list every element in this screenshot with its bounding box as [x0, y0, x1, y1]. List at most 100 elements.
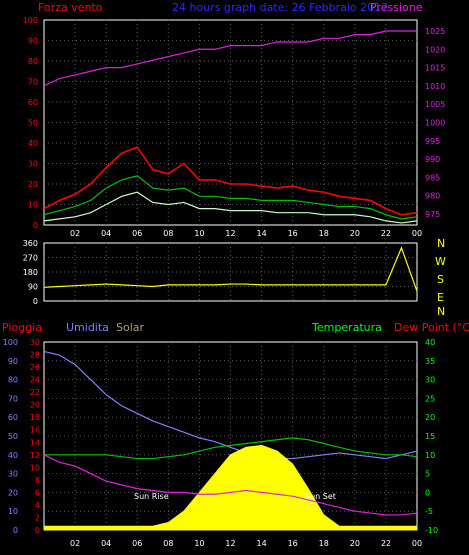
- humidity-legend: Umidita: [66, 321, 109, 334]
- x-tick-bottom: 22: [381, 539, 391, 548]
- wind-speed-axis-title: Forza vento: [38, 1, 103, 14]
- series-forza-vento: [43, 146, 418, 216]
- x-tick-bottom: 20: [350, 539, 360, 548]
- wind-speed-tick: 60: [28, 98, 38, 107]
- x-tick-top: 00: [412, 229, 422, 238]
- rain-axis-title: Pioggia: [2, 321, 42, 334]
- rain-tick: 22: [30, 388, 40, 397]
- x-tick-top: 10: [194, 229, 204, 238]
- pressure-axis-title: Pressione: [370, 1, 423, 14]
- rain-tick: 30: [30, 338, 40, 347]
- humidity-tick: 40: [8, 451, 18, 460]
- compass-n-bottom: N: [437, 305, 445, 318]
- x-tick-bottom: 00: [412, 539, 422, 548]
- x-tick-bottom: 02: [70, 539, 80, 548]
- dewpoint-legend: Dew Point (°C): [394, 321, 469, 334]
- humidity-tick: 10: [8, 507, 18, 516]
- x-tick-top: 18: [319, 229, 329, 238]
- rain-tick: 6: [35, 488, 40, 497]
- temperature-tick: -5: [425, 507, 433, 516]
- direction-tick: 180: [23, 268, 38, 277]
- chart-title: 24 hours graph date: 26 Febbraio 2017: [172, 1, 388, 14]
- direction-tick: 270: [23, 254, 38, 263]
- temperature-tick: 0: [425, 488, 430, 497]
- temperature-tick: 15: [425, 432, 435, 441]
- compass-w: W: [435, 255, 446, 268]
- humidity-tick: 70: [8, 394, 18, 403]
- direction-tick: 0: [33, 297, 38, 306]
- temperature-tick: 25: [425, 394, 435, 403]
- rain-tick: 4: [35, 501, 40, 510]
- x-tick-top: 12: [225, 229, 235, 238]
- pressure-tick: 990: [425, 155, 440, 164]
- rain-tick: 10: [30, 463, 40, 472]
- rain-tick: 16: [30, 426, 40, 435]
- compass-e: E: [437, 291, 444, 304]
- wind-speed-tick: 40: [28, 139, 38, 148]
- compass-n-top: N: [437, 237, 445, 250]
- rain-tick: 14: [30, 438, 40, 447]
- pressure-tick: 975: [425, 210, 440, 219]
- humidity-tick: 20: [8, 488, 18, 497]
- x-tick-top: 08: [163, 229, 173, 238]
- series-gust-avg: [43, 175, 418, 220]
- temperature-tick: 35: [425, 357, 435, 366]
- series-wind-avg: [43, 191, 418, 224]
- wind-speed-tick: 70: [28, 78, 38, 87]
- x-tick-top: 02: [70, 229, 80, 238]
- x-tick-top: 16: [288, 229, 298, 238]
- series-umidita: [43, 350, 418, 460]
- x-tick-top: 22: [381, 229, 391, 238]
- temperature-tick: 10: [425, 451, 435, 460]
- x-tick-bottom: 06: [132, 539, 142, 548]
- pressure-tick: 1020: [425, 45, 445, 54]
- rain-tick: 12: [30, 451, 40, 460]
- rain-tick: 8: [35, 476, 40, 485]
- x-tick-top: 04: [101, 229, 111, 238]
- solar-legend: Solar: [116, 321, 145, 334]
- wind-speed-tick: 20: [28, 180, 38, 189]
- humidity-tick: 100: [3, 338, 18, 347]
- pressure-tick: 985: [425, 173, 440, 182]
- rain-tick: 28: [30, 351, 40, 360]
- rain-tick: 26: [30, 363, 40, 372]
- temperature-tick: 5: [425, 470, 430, 479]
- x-tick-bottom: 10: [194, 539, 204, 548]
- pressure-tick: 995: [425, 137, 440, 146]
- rain-tick: 24: [30, 376, 40, 385]
- pressure-tick: 980: [425, 192, 440, 201]
- direction-tick: 360: [23, 239, 38, 248]
- wind-speed-tick: 30: [28, 160, 38, 169]
- pressure-tick: 1005: [425, 100, 445, 109]
- compass-s: S: [437, 273, 444, 286]
- x-tick-bottom: 12: [225, 539, 235, 548]
- humidity-tick: 90: [8, 357, 18, 366]
- rain-tick: 18: [30, 413, 40, 422]
- wind-speed-tick: 50: [28, 119, 38, 128]
- humidity-tick: 30: [8, 470, 18, 479]
- humidity-tick: 60: [8, 413, 18, 422]
- wind-speed-tick: 10: [28, 201, 38, 210]
- series-solar: [43, 444, 418, 531]
- x-tick-bottom: 08: [163, 539, 173, 548]
- temperature-tick: 30: [425, 376, 435, 385]
- wind-speed-tick: 80: [28, 57, 38, 66]
- x-tick-bottom: 16: [288, 539, 298, 548]
- panel1-frame: [43, 19, 418, 226]
- humidity-tick: 80: [8, 376, 18, 385]
- pressure-tick: 1015: [425, 64, 445, 73]
- humidity-tick: 50: [8, 432, 18, 441]
- temperature-legend: Temperatura: [311, 321, 382, 334]
- temperature-tick: 40: [425, 338, 435, 347]
- series-pressione: [43, 30, 417, 87]
- sunset-label: Sun Set: [305, 492, 336, 501]
- series-temperatura: [44, 437, 418, 460]
- pressure-tick: 1025: [425, 27, 445, 36]
- pressure-tick: 1010: [425, 82, 445, 91]
- temperature-tick: 20: [425, 413, 435, 422]
- x-tick-bottom: 14: [256, 539, 266, 548]
- series-dew-point-c: [43, 454, 418, 516]
- rain-tick: 2: [35, 513, 40, 522]
- x-tick-top: 06: [132, 229, 142, 238]
